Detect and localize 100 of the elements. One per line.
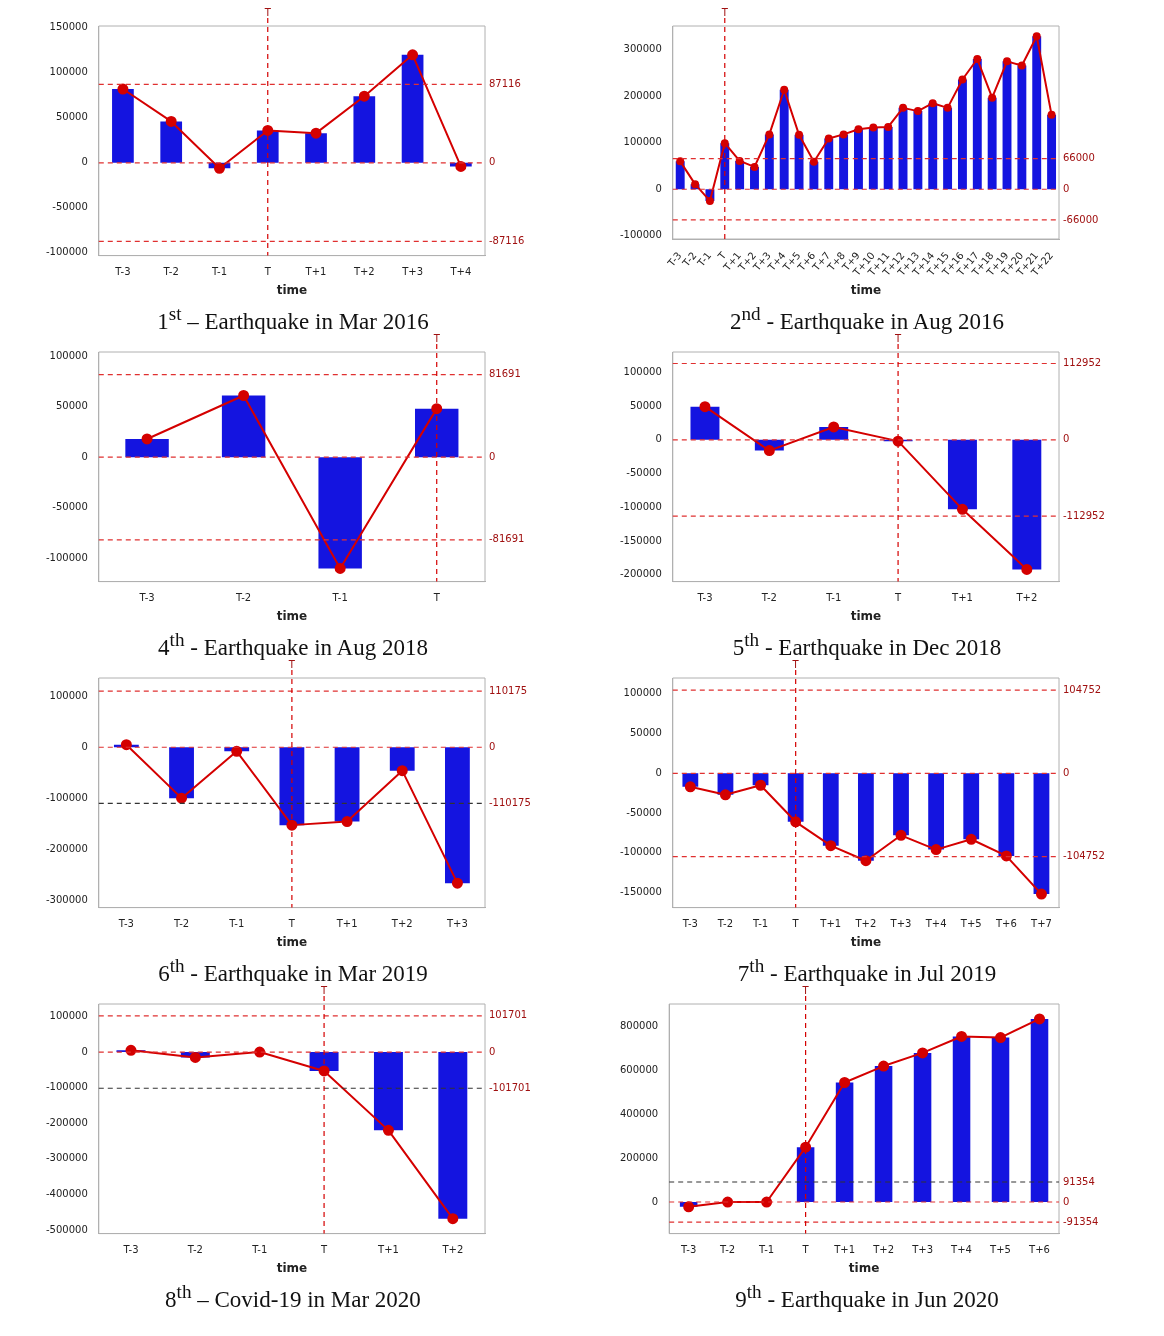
ref-line-label: T: [432, 332, 441, 344]
y-tick-label: -400000: [45, 1188, 88, 1200]
x-axis-title: time: [850, 608, 882, 623]
text: 7$^{th}$ - Earthquake in Jul 2019: [737, 954, 997, 986]
ref-line-label: -110175: [489, 796, 531, 808]
y-tick-label: -100000: [619, 229, 662, 241]
ref-line-label: 0: [1063, 1195, 1070, 1207]
ref-line-label: 81691: [489, 368, 521, 380]
x-tick-label: T+6: [1028, 1244, 1050, 1256]
ref-line-label: T: [801, 984, 810, 996]
ref-line-label: T: [894, 332, 903, 344]
y-tick-label: -300000: [45, 1152, 88, 1164]
y-tick-label: -200000: [45, 1116, 88, 1128]
ref-line-label: -104752: [1063, 850, 1105, 862]
x-tick-label: T-3: [122, 1244, 139, 1256]
ref-line-label: 66000: [1063, 152, 1095, 164]
x-tick-label: T-2: [172, 918, 190, 930]
text: 5$^{th}$ - Earthquake in Dec 2018: [732, 628, 1002, 660]
ref-line-label: 110175: [489, 684, 528, 696]
ref-line-label: -66000: [1063, 213, 1099, 225]
y-tick-label: -200000: [619, 568, 662, 580]
y-tick-label: 600000: [619, 1064, 659, 1076]
y-tick-label: -500000: [45, 1223, 88, 1235]
y-tick-label: 100000: [49, 689, 88, 701]
x-axis-title: time: [276, 1260, 308, 1275]
x-tick-label: T-3: [114, 266, 131, 278]
ref-line-label: 112952: [1063, 357, 1102, 369]
x-tick-label: T-2: [716, 918, 734, 930]
x-tick-label: T+2: [441, 1244, 464, 1256]
x-tick-label: T+6: [994, 918, 1017, 930]
y-tick-label: 100000: [49, 1010, 88, 1022]
ref-line-label: 0: [1063, 766, 1070, 778]
x-axis-title: time: [276, 282, 308, 297]
y-tick-label: 50000: [55, 400, 88, 412]
y-tick-label: -100000: [619, 500, 662, 512]
ref-line-label: 0: [1063, 433, 1070, 445]
ref-line-label: -91354: [1063, 1215, 1099, 1227]
x-tick-label: T+3: [889, 918, 912, 930]
ref-line-label: 87116: [489, 78, 521, 90]
x-tick-label: T: [791, 918, 800, 930]
ref-line-label: -81691: [489, 533, 525, 545]
x-tick-label: T+5: [989, 1244, 1011, 1256]
x-tick-label: T+1: [377, 1244, 399, 1256]
y-tick-label: 150000: [49, 21, 88, 33]
x-axis-title: time: [848, 1260, 880, 1275]
y-tick-label: 50000: [629, 399, 662, 411]
y-tick-label: -100000: [45, 551, 88, 563]
y-tick-label: 0: [655, 766, 662, 778]
ref-line-label: 91354: [1063, 1175, 1095, 1187]
y-tick-label: -100000: [45, 791, 88, 803]
x-tick-label: T-3: [680, 1244, 697, 1256]
x-axis-title: time: [276, 608, 308, 623]
x-tick-label: T: [894, 592, 903, 604]
ref-line-label: 104752: [1063, 683, 1102, 695]
x-axis-title: time: [276, 934, 308, 949]
ref-line-label: 0: [489, 740, 496, 752]
x-tick-label: T+2: [352, 266, 375, 278]
x-tick-label: T+5: [959, 918, 982, 930]
y-tick-label: -50000: [52, 501, 88, 513]
x-tick-label: T-2: [760, 592, 777, 604]
x-tick-label: T+2: [854, 918, 877, 930]
x-tick-label: T+1: [951, 592, 973, 604]
ref-line-label: 0: [489, 1045, 496, 1057]
y-tick-label: 0: [655, 433, 662, 445]
y-tick-label: -300000: [45, 893, 88, 905]
x-tick-label: T: [287, 918, 296, 930]
ref-line-label: 0: [489, 156, 496, 168]
y-tick-label: 100000: [623, 365, 662, 377]
y-tick-label: 800000: [619, 1020, 659, 1032]
x-tick-label: T+4: [924, 918, 947, 930]
x-tick-label: T+4: [449, 266, 472, 278]
text: 1$^{st}$ – Earthquake in Mar 2016: [157, 302, 429, 336]
x-tick-label: T-3: [117, 918, 134, 930]
text: 4$^{th}$ - Earthquake in Aug 2018: [158, 628, 428, 660]
y-tick-label: 0: [81, 1045, 88, 1057]
y-tick-label: -150000: [619, 534, 662, 546]
ref-line-label: T: [263, 6, 272, 18]
y-tick-label: 0: [655, 182, 662, 194]
x-tick-label: T+2: [872, 1244, 895, 1256]
ref-line-label: 0: [1063, 182, 1070, 194]
y-tick-label: 100000: [49, 349, 88, 361]
y-tick-label: 50000: [629, 727, 662, 739]
x-tick-label: T: [263, 266, 272, 278]
x-tick-label: T+2: [390, 918, 413, 930]
x-axis-title: time: [850, 282, 882, 297]
x-tick-label: T-1: [825, 592, 842, 604]
x-tick-label: T: [320, 1244, 329, 1256]
x-tick-label: T-1: [228, 918, 245, 930]
ref-line-label: -112952: [1063, 509, 1105, 521]
y-tick-label: 100000: [49, 66, 88, 78]
x-tick-label: T+1: [335, 918, 358, 930]
x-tick-label: T-2: [162, 266, 179, 278]
text: 2$^{nd}$ - Earthquake in Aug 2016: [729, 302, 1005, 334]
y-tick-label: 0: [81, 740, 88, 752]
y-tick-label: -100000: [619, 846, 662, 858]
y-tick-label: -200000: [45, 842, 88, 854]
x-tick-label: T-2: [719, 1244, 736, 1256]
x-axis-title: time: [850, 934, 882, 949]
ref-line-label: 0: [489, 450, 496, 462]
x-tick-label: T+1: [304, 266, 327, 278]
